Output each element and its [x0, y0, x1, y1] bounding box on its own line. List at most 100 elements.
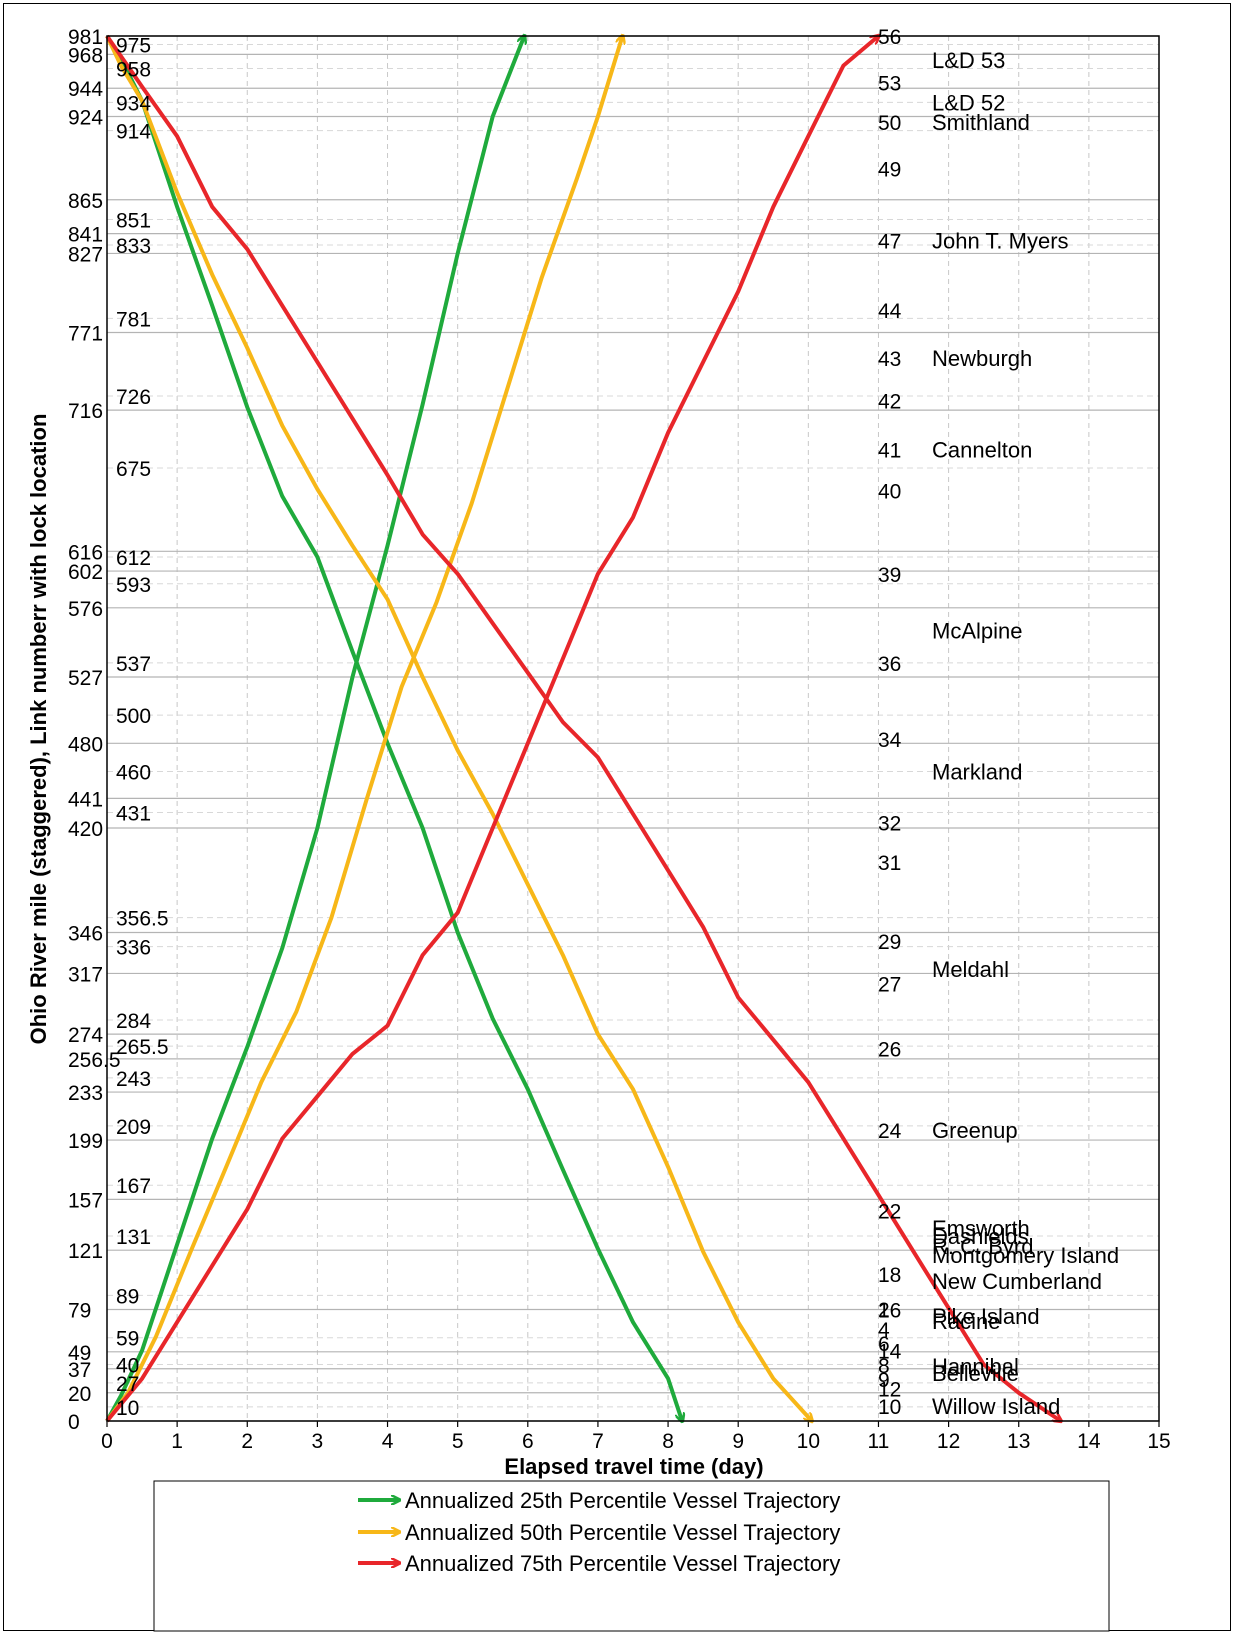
link-number-label: 8 [878, 1355, 890, 1378]
series-line-down [105, 34, 1061, 1421]
link-number-label: 14 [878, 1340, 902, 1363]
x-tick-label: 15 [1147, 1430, 1170, 1453]
lock-name-label: Dashields [932, 1224, 1029, 1249]
lock-name-label: Newburgh [932, 346, 1032, 371]
y-tick-label-inner: 781 [116, 308, 151, 331]
y-tick-label-inner: 209 [116, 1116, 151, 1139]
link-number-label: 53 [878, 73, 901, 96]
y-tick-label-outer: 49 [68, 1342, 91, 1365]
y-tick-label-outer: 37 [68, 1359, 91, 1382]
link-number-label: 10 [878, 1396, 901, 1419]
y-tick-label-inner: 833 [116, 235, 151, 258]
legend-item-75th: Annualized 75th Percentile Vessel Trajec… [358, 1551, 840, 1576]
y-tick-label-outer: 968 [68, 44, 103, 67]
y-tick-label-outer: 233 [68, 1082, 103, 1105]
y-tick-label-outer: 527 [68, 667, 103, 690]
link-number-label: 36 [878, 653, 901, 676]
y-tick-label-inner: 336 [116, 937, 151, 960]
link-number-label: 18 [878, 1264, 901, 1287]
trajectory-chart: 0 1 2 3 4 5 6 7 8 9 10 11 12 13 14 15981968944924865841… [26, 26, 1171, 1632]
lock-name-label: New Cumberland [932, 1269, 1102, 1294]
series-line-up [105, 36, 623, 1423]
lock-name-label: Belleville [932, 1361, 1019, 1386]
link-number-label: 41 [878, 440, 901, 463]
y-tick-label-inner: 431 [116, 803, 151, 826]
x-tick-label: 13 [1007, 1430, 1030, 1453]
x-tick-label: 4 [382, 1430, 394, 1453]
lock-name-label: R. C. Byrd [932, 1234, 1033, 1259]
lock-name-label: Willow Island [932, 1394, 1060, 1419]
link-number-label: 44 [878, 300, 902, 323]
lock-name-label: Montgomery Island [932, 1243, 1119, 1268]
link-number-label: 32 [878, 812, 901, 835]
series-line-up [105, 36, 879, 1423]
legend: Annualized 25th Percentile Vessel Trajec… [153, 1480, 1110, 1632]
y-tick-label-outer: 157 [68, 1189, 103, 1212]
x-tick-label: 5 [452, 1430, 464, 1453]
y-tick-label-outer: 981 [68, 26, 103, 49]
y-tick-label-inner: 975 [116, 34, 151, 57]
legend-label-25th: Annualized 25th Percentile Vessel Trajec… [405, 1488, 840, 1513]
link-number-label: 27 [878, 973, 901, 996]
y-tick-label-outer: 924 [68, 106, 103, 129]
link-number-label: 42 [878, 390, 901, 413]
y-tick-label-inner: 89 [116, 1285, 139, 1308]
y-tick-label-outer: 944 [68, 78, 103, 101]
link-number-label: 47 [878, 231, 901, 254]
link-number-label: 4 [878, 1319, 890, 1342]
x-tick-label: 1 [171, 1430, 183, 1453]
y-tick-label-inner: 958 [116, 58, 151, 81]
y-tick-label-inner: 851 [116, 210, 151, 233]
y-tick-label-outer: 79 [68, 1299, 91, 1322]
lock-name-label: Meldahl [932, 957, 1009, 982]
series-line-down [105, 35, 812, 1421]
series-line-up [105, 36, 524, 1422]
link-number-label: 50 [878, 112, 901, 135]
y-tick-label-inner: 27 [116, 1373, 139, 1396]
tick-labels: 0 1 2 3 4 5 6 7 8 9 10 11 12 13 14 15981968944924865841… [68, 26, 1171, 1453]
legend-box [153, 1480, 1110, 1632]
lock-name-label: Hannibal [932, 1354, 1019, 1379]
y-tick-label-outer: 827 [68, 243, 103, 266]
lock-name-label: L&D 52 [932, 90, 1005, 115]
y-tick-label-inner: 612 [116, 547, 151, 570]
y-tick-label-outer: 771 [68, 322, 103, 345]
lock-name-label: Emsworth [932, 1216, 1030, 1241]
y-tick-label-inner: 284 [116, 1010, 151, 1033]
x-tick-label: 7 [592, 1430, 604, 1453]
x-tick-label: 10 [797, 1430, 820, 1453]
y-tick-label-outer: 616 [68, 541, 103, 564]
y-tick-label-outer: 274 [68, 1024, 103, 1047]
y-tick-label-inner: 726 [116, 386, 151, 409]
y-tick-label-inner: 460 [116, 762, 151, 785]
legend-label-75th: Annualized 75th Percentile Vessel Trajec… [405, 1551, 840, 1576]
y-tick-label-inner: 500 [116, 705, 151, 728]
link-number-label: 49 [878, 159, 901, 182]
y-tick-label-outer: 441 [68, 788, 103, 811]
y-tick-label-inner: 59 [116, 1328, 139, 1351]
link-number-label: 34 [878, 729, 902, 752]
link-number-label: 56 [878, 26, 901, 49]
y-tick-label-inner: 243 [116, 1068, 151, 1091]
y-tick-label-inner: 131 [116, 1226, 151, 1249]
legend-item-25th: Annualized 25th Percentile Vessel Trajec… [358, 1488, 840, 1513]
x-tick-label: 6 [522, 1430, 534, 1453]
x-tick-label: 8 [662, 1430, 674, 1453]
lock-name-label: L&D 53 [932, 48, 1005, 73]
y-tick-label-outer: 256.5 [68, 1049, 121, 1072]
y-tick-label-inner: 675 [116, 458, 151, 481]
y-tick-label-outer: 20 [68, 1383, 91, 1406]
link-number-label: 40 [878, 481, 901, 504]
lock-name-label: Markland [932, 760, 1022, 785]
series-line-down [105, 34, 682, 1421]
link-number-label: 31 [878, 852, 901, 875]
link-number-label: 24 [878, 1120, 902, 1143]
y-tick-label-inner: 10 [116, 1397, 139, 1420]
x-axis-title: Elapsed travel time (day) [504, 1454, 763, 1479]
series-lines [105, 34, 1061, 1423]
y-tick-label-inner: 934 [116, 92, 151, 115]
link-number-label: 29 [878, 931, 901, 954]
lock-name-label: John T. Myers [932, 229, 1069, 254]
link-number-label: 16 [878, 1299, 901, 1322]
lock-name-label: McAlpine [932, 618, 1022, 643]
